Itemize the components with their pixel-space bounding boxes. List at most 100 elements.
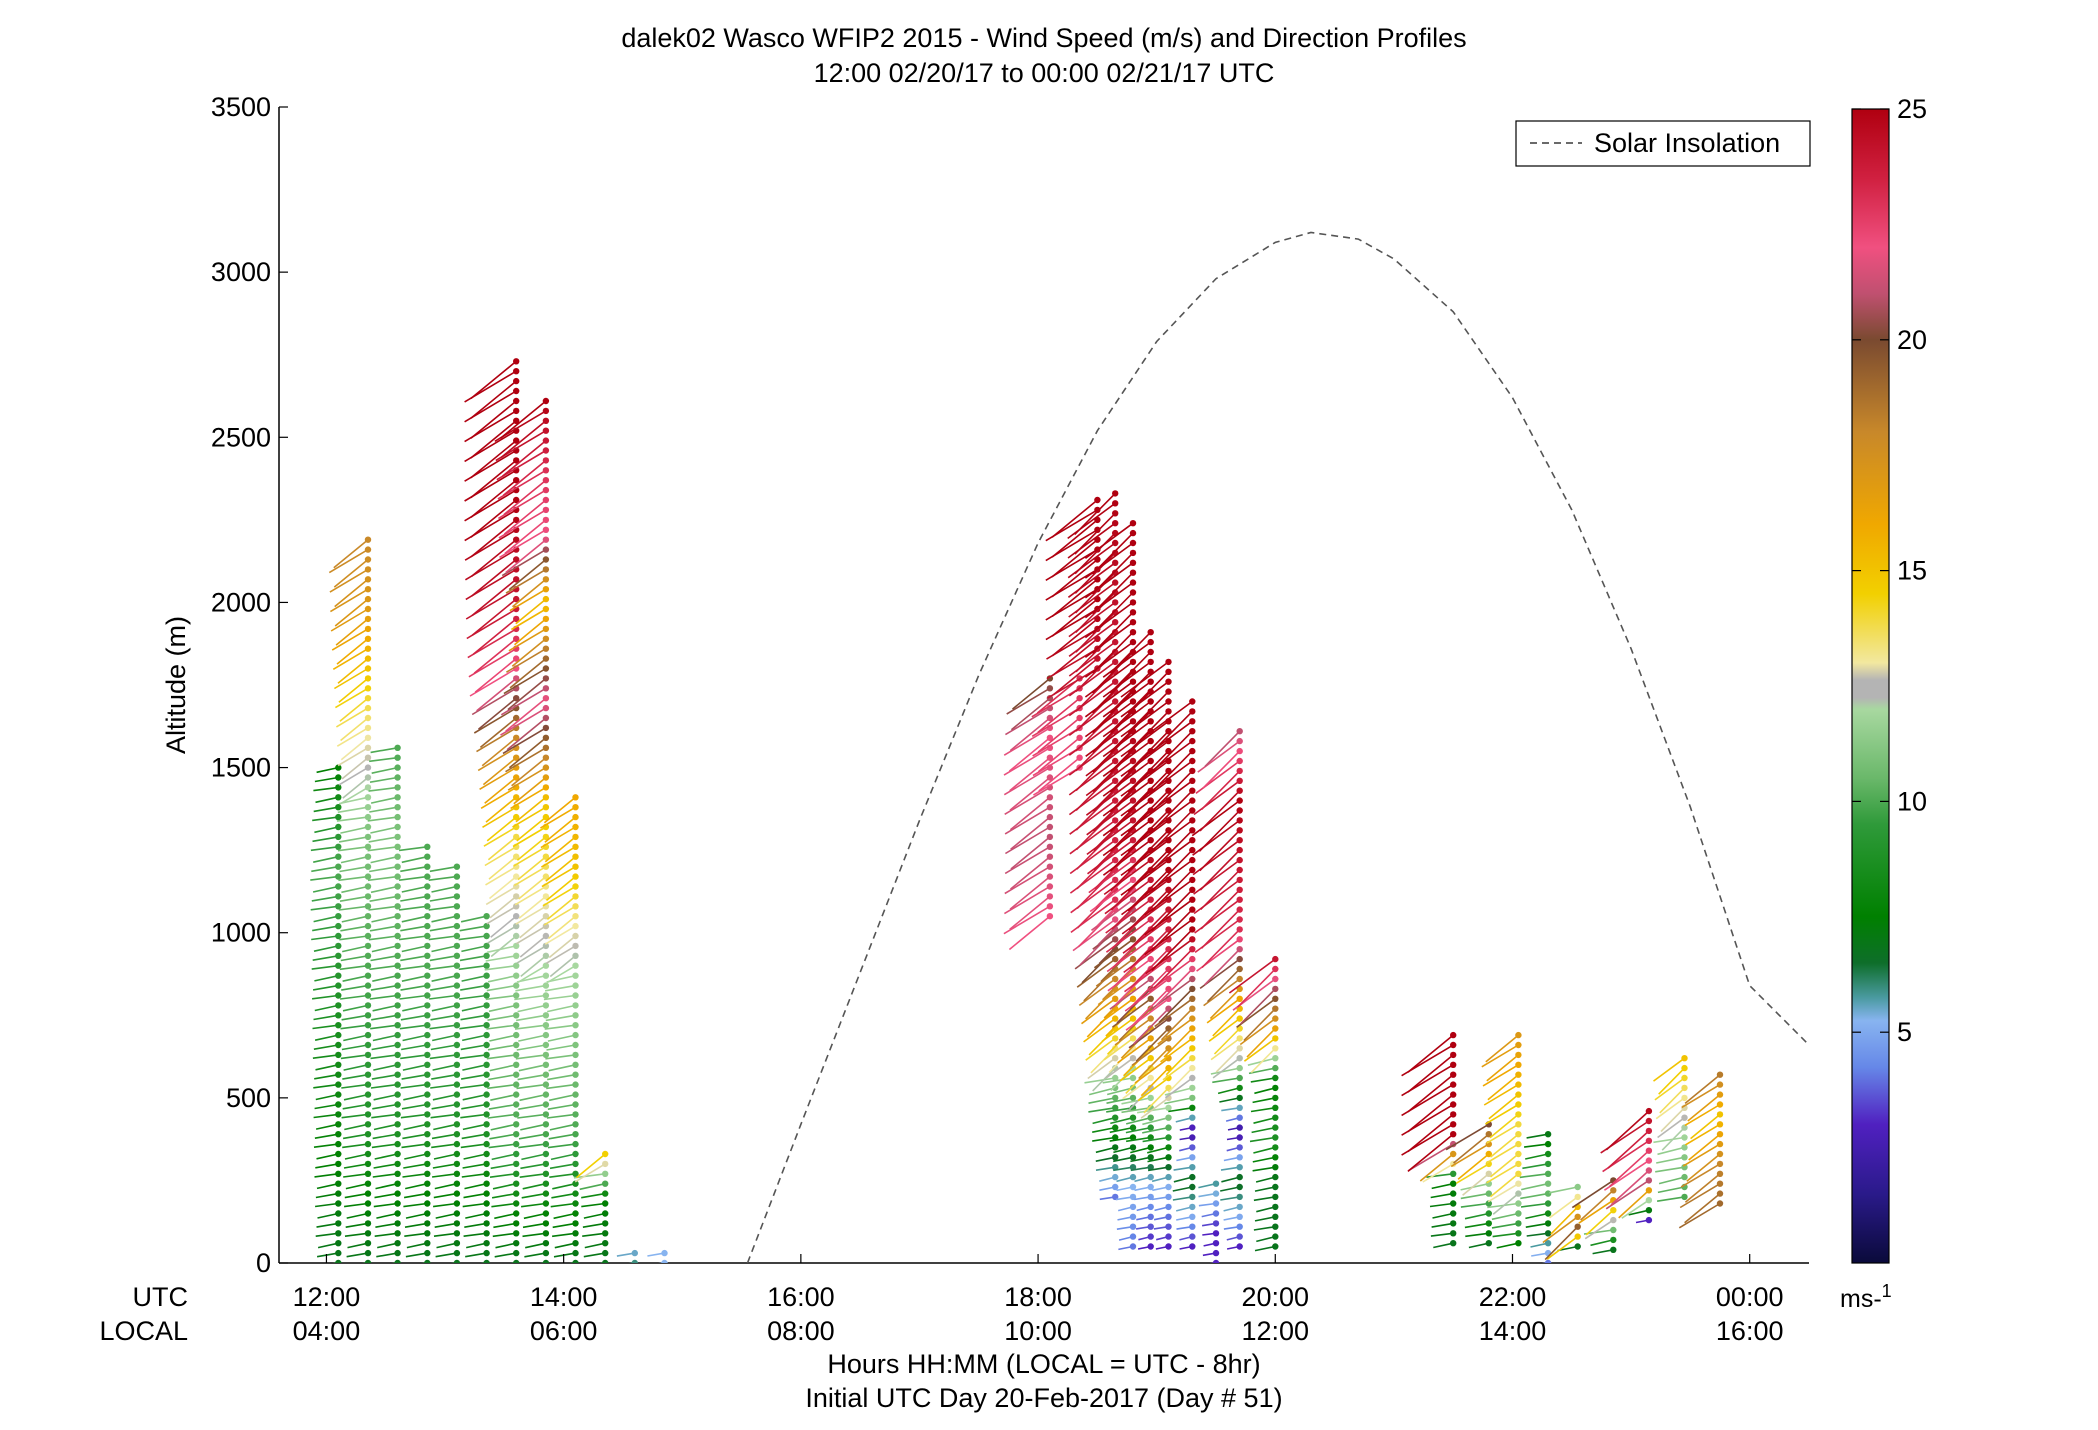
wind-barb-shaft <box>1051 499 1098 538</box>
wind-barb-point <box>572 893 579 900</box>
wind-barb-shaft <box>473 638 517 674</box>
wind-barb-point <box>364 1051 372 1059</box>
wind-barb-shaft <box>314 1073 339 1080</box>
wind-barb-point <box>453 982 461 989</box>
wind-barb-point <box>542 447 550 454</box>
wind-barb-shaft <box>470 519 517 558</box>
wind-barb-point <box>1236 955 1243 963</box>
wind-barb-shaft <box>431 1143 458 1149</box>
wind-barb-point <box>424 1150 431 1158</box>
wind-barb-point <box>542 635 550 642</box>
wind-barb-shaft <box>1256 1206 1276 1213</box>
wind-barb-shaft <box>547 1143 576 1149</box>
wind-barb-shaft <box>460 915 487 923</box>
wind-barb-shaft <box>341 1014 369 1021</box>
wind-barb-point <box>1129 1223 1137 1230</box>
wind-barb-point <box>602 1170 609 1178</box>
wind-barb-point <box>1189 718 1196 725</box>
wind-barb-point <box>364 1012 372 1019</box>
wind-barb-point <box>424 922 431 930</box>
wind-barb-point <box>364 922 372 930</box>
wind-barb-point <box>1147 1203 1154 1211</box>
wind-barb-shaft <box>511 578 547 608</box>
wind-barb-shaft <box>516 945 547 964</box>
wind-barb-point <box>335 1220 342 1227</box>
wind-barb-shaft <box>339 964 369 971</box>
wind-barb-shaft <box>313 806 339 813</box>
wind-barb-point <box>1645 1107 1653 1115</box>
wind-barb-shaft <box>460 984 487 991</box>
wind-barb-shaft <box>1112 909 1152 949</box>
wind-barb-point <box>1272 955 1279 963</box>
wind-barb-point <box>1165 1233 1172 1240</box>
wind-barb-point <box>542 1160 550 1168</box>
wind-barb-point <box>394 823 401 831</box>
wind-barb-point <box>364 863 372 870</box>
wind-barb-shaft <box>488 1004 517 1013</box>
wind-barb-shaft <box>403 1123 428 1131</box>
wind-barb-shaft <box>334 598 369 627</box>
wind-barb-point <box>335 1249 342 1257</box>
wind-barb-point <box>1236 936 1243 943</box>
wind-barb-shaft <box>1455 1163 1490 1184</box>
wind-barb-point <box>1076 734 1083 741</box>
wind-barb-point <box>513 1061 520 1069</box>
wind-barb-point <box>364 1240 372 1247</box>
wind-barb-point <box>1645 1216 1653 1224</box>
wind-barb-shaft <box>505 539 547 574</box>
wind-barb-shaft <box>1081 948 1116 984</box>
wind-barb-shaft <box>375 1182 398 1190</box>
wind-barb-shaft <box>1486 1143 1519 1164</box>
wind-barb-point <box>394 1160 401 1168</box>
wind-barb-point <box>453 863 461 870</box>
wind-barb-point <box>1112 1094 1119 1102</box>
wind-barb-shaft <box>473 707 517 734</box>
wind-barb-point <box>1610 1187 1617 1194</box>
wind-barb-point <box>335 853 342 860</box>
wind-barb-shaft <box>513 866 547 887</box>
wind-barb-point <box>424 1170 431 1178</box>
wind-barb-shaft <box>1201 770 1241 810</box>
wind-barb-point <box>1189 757 1196 765</box>
plot-axes <box>278 107 1809 1264</box>
wind-barb-point <box>542 952 550 959</box>
wind-barb-shaft <box>487 1044 517 1051</box>
wind-barb-shaft <box>1220 1186 1240 1192</box>
wind-barb-shaft <box>1142 1126 1169 1134</box>
wind-barb-point <box>1272 1055 1279 1062</box>
wind-barb-shaft <box>402 1064 428 1071</box>
wind-barb-shaft <box>1407 1093 1454 1133</box>
wind-barb-shaft <box>340 955 369 962</box>
wind-barb-point <box>483 1150 490 1158</box>
wind-barb-point <box>453 1101 461 1108</box>
wind-barb-shaft <box>469 667 517 697</box>
wind-barb-point <box>1236 837 1243 844</box>
wind-barb-shaft <box>485 796 517 823</box>
wind-barb-shaft <box>1678 1202 1721 1229</box>
wind-barb-shaft <box>431 1004 458 1012</box>
wind-barb-shaft <box>401 885 428 893</box>
wind-barb-shaft <box>1202 750 1241 789</box>
wind-barb-point <box>1046 833 1054 841</box>
wind-barb-point <box>542 853 550 860</box>
wind-barb-shaft <box>549 1163 576 1170</box>
wind-barb-point <box>453 962 461 969</box>
wind-barb-shaft <box>483 826 517 847</box>
wind-barb-point <box>1094 526 1101 533</box>
wind-barb-point <box>542 784 550 791</box>
wind-barb-shaft <box>1129 928 1170 969</box>
wind-barb-shaft <box>1488 1093 1519 1120</box>
wind-barb-point <box>1147 1074 1154 1082</box>
wind-barb-shaft <box>1143 1087 1170 1114</box>
wind-barb-shaft <box>1127 869 1170 912</box>
wind-barb-shaft <box>490 1163 517 1170</box>
wind-barb-shaft <box>336 727 369 747</box>
wind-barb-point <box>572 873 579 880</box>
wind-barb-shaft <box>1088 1027 1116 1056</box>
wind-barb-shaft <box>316 1153 339 1160</box>
wind-barb-point <box>1189 1045 1196 1052</box>
wind-barb-shaft <box>1657 1146 1685 1156</box>
wind-barb-shaft <box>505 697 547 732</box>
wind-barb-point <box>1147 1233 1154 1240</box>
wind-barb-shaft <box>518 895 547 919</box>
